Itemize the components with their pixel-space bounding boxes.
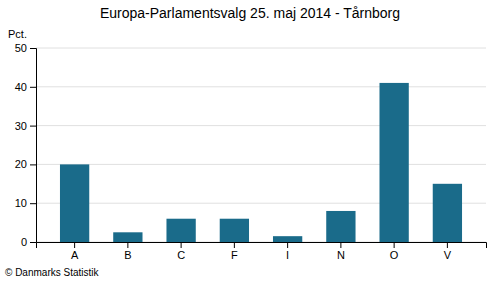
y-axis-label: Pct.: [8, 28, 27, 40]
x-axis-line: [37, 243, 487, 249]
x-tick: V: [444, 242, 452, 261]
bar: [326, 211, 355, 242]
x-tick-label: F: [231, 249, 238, 261]
y-tick-mark: [30, 126, 36, 127]
y-tick-mark: [30, 87, 36, 88]
x-tick-mark: [394, 242, 395, 248]
x-tick-label: I: [286, 249, 289, 261]
x-tick: B: [124, 242, 131, 261]
bar: [220, 219, 249, 242]
x-tick-mark: [340, 242, 341, 248]
y-tick: 10: [15, 197, 36, 209]
grid-line: [36, 125, 486, 126]
bar: [433, 184, 462, 242]
chart-container: Europa-Parlamentsvalg 25. maj 2014 - Tår…: [0, 0, 500, 282]
x-tick-mark: [181, 242, 182, 248]
y-tick: 50: [15, 42, 36, 54]
x-tick-mark: [447, 242, 448, 248]
plot: 0 10 20 30 40 50 A B C F I N O V: [15, 42, 487, 261]
y-tick-mark: [30, 164, 36, 165]
x-tick-label: B: [124, 249, 131, 261]
grid-line: [36, 86, 486, 87]
x-tick: C: [177, 242, 185, 261]
x-tick-mark: [234, 242, 235, 248]
y-tick-label: 40: [15, 81, 27, 93]
x-tick-mark: [74, 242, 75, 248]
y-tick-mark: [30, 48, 36, 49]
y-tick-label: 10: [15, 197, 27, 209]
footer: © Danmarks Statistik: [5, 267, 100, 278]
y-tick-mark: [30, 203, 36, 204]
bar: [166, 219, 195, 242]
x-tick-label: N: [337, 249, 345, 261]
grid-line: [36, 48, 486, 49]
y-axis-line: [30, 49, 37, 243]
x-tick-label: V: [444, 249, 452, 261]
bars: [60, 83, 462, 242]
x-tick-label: O: [390, 249, 399, 261]
bar: [379, 83, 408, 242]
grid-line: [36, 203, 486, 204]
y-tick: 30: [15, 120, 36, 132]
chart-svg: Europa-Parlamentsvalg 25. maj 2014 - Tår…: [0, 0, 500, 282]
bar: [113, 232, 142, 242]
grid: [36, 48, 486, 242]
y-tick-label: 0: [21, 236, 27, 248]
y-tick: 0: [21, 236, 36, 248]
title: Europa-Parlamentsvalg 25. maj 2014 - Tår…: [100, 5, 400, 21]
x-tick-mark: [287, 242, 288, 248]
y-tick: 20: [15, 158, 36, 170]
x-tick: F: [231, 242, 238, 261]
bar: [273, 236, 302, 242]
y-tick-label: 30: [15, 120, 27, 132]
y-tick-label: 20: [15, 158, 27, 170]
bar: [60, 164, 89, 242]
x-tick-label: A: [71, 249, 79, 261]
x-axis: ABCFINOV: [37, 242, 487, 261]
y-tick-label: 50: [15, 42, 27, 54]
y-tick-mark: [30, 242, 36, 243]
x-tick: I: [286, 242, 289, 261]
x-tick: O: [390, 242, 399, 261]
x-tick: A: [71, 242, 79, 261]
x-tick-label: C: [177, 249, 185, 261]
grid-line: [36, 164, 486, 165]
y-axis: 0 10 20 30 40 50: [15, 42, 37, 248]
x-tick-mark: [127, 242, 128, 248]
x-tick: N: [337, 242, 345, 261]
y-tick: 40: [15, 81, 36, 93]
